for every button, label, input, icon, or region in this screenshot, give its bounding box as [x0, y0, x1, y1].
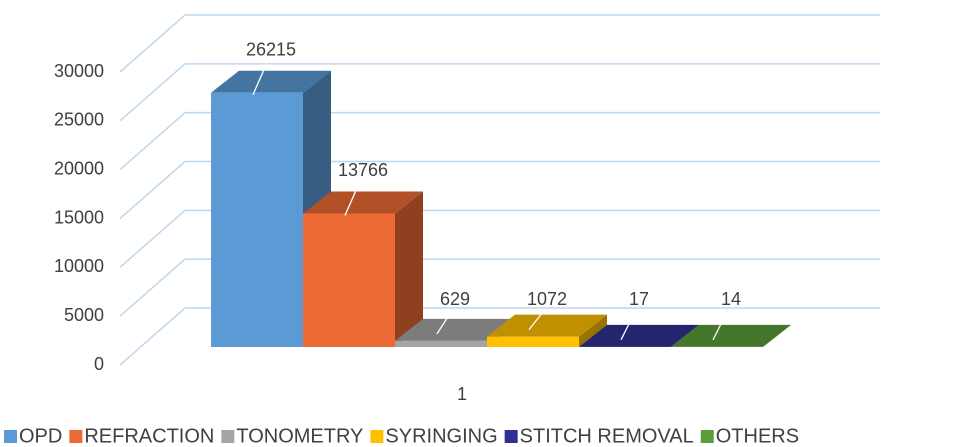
- bar-top: [211, 70, 331, 93]
- grid-line: [119, 111, 880, 171]
- bar: [395, 340, 487, 347]
- legend-label: OPD: [19, 425, 62, 447]
- bar-top: [671, 324, 791, 347]
- leader-line: [436, 311, 452, 335]
- data-label: 26215: [246, 39, 296, 59]
- legend-swatch: [370, 430, 384, 443]
- legend-label: TONOMETRY: [236, 425, 363, 447]
- bar-side: [579, 314, 607, 347]
- grid-line: [119, 307, 880, 366]
- bar-side: [395, 191, 423, 347]
- y-tick-label: 30000: [54, 61, 104, 81]
- leader-line: [252, 62, 268, 95]
- bar: [303, 213, 395, 347]
- data-label: 17: [629, 289, 649, 309]
- bar-top: [395, 318, 515, 341]
- bar: [211, 92, 303, 347]
- y-tick-label: 20000: [54, 158, 104, 178]
- y-tick-label: 15000: [54, 207, 104, 227]
- data-label: 13766: [338, 160, 388, 180]
- grid-line: [119, 160, 880, 220]
- grid-line: [119, 209, 880, 268]
- legend-swatch: [4, 430, 17, 443]
- grid-line: [119, 258, 880, 317]
- bar-top: [303, 191, 423, 214]
- legend-swatch: [69, 430, 83, 443]
- y-tick-label: 25000: [54, 110, 104, 130]
- bar-top: [579, 324, 699, 347]
- leader-line: [620, 311, 636, 341]
- leader-line: [712, 311, 728, 341]
- bar: [487, 336, 579, 347]
- x-tick-label: 1: [457, 384, 467, 404]
- legend-label: STITCH REMOVAL: [520, 425, 694, 447]
- legend-label: OTHERS: [716, 425, 799, 447]
- legend-label: REFRACTION: [84, 425, 214, 447]
- grid-line: [119, 63, 880, 122]
- legend-swatch: [504, 430, 518, 443]
- y-tick-label: 10000: [54, 256, 104, 276]
- leader-line: [528, 311, 544, 331]
- leader-line: [344, 183, 360, 216]
- bar-side: [763, 324, 791, 347]
- legend-swatch: [700, 430, 714, 443]
- legend-label: SYRINGING: [385, 425, 497, 447]
- y-tick-label: 0: [94, 354, 104, 374]
- data-label: 1072: [527, 289, 567, 309]
- data-label: 629: [440, 289, 470, 309]
- data-label: 14: [721, 289, 741, 309]
- grid-line: [119, 14, 880, 73]
- y-tick-label: 5000: [64, 305, 104, 325]
- legend-swatch: [221, 430, 235, 443]
- bar-top: [487, 314, 607, 337]
